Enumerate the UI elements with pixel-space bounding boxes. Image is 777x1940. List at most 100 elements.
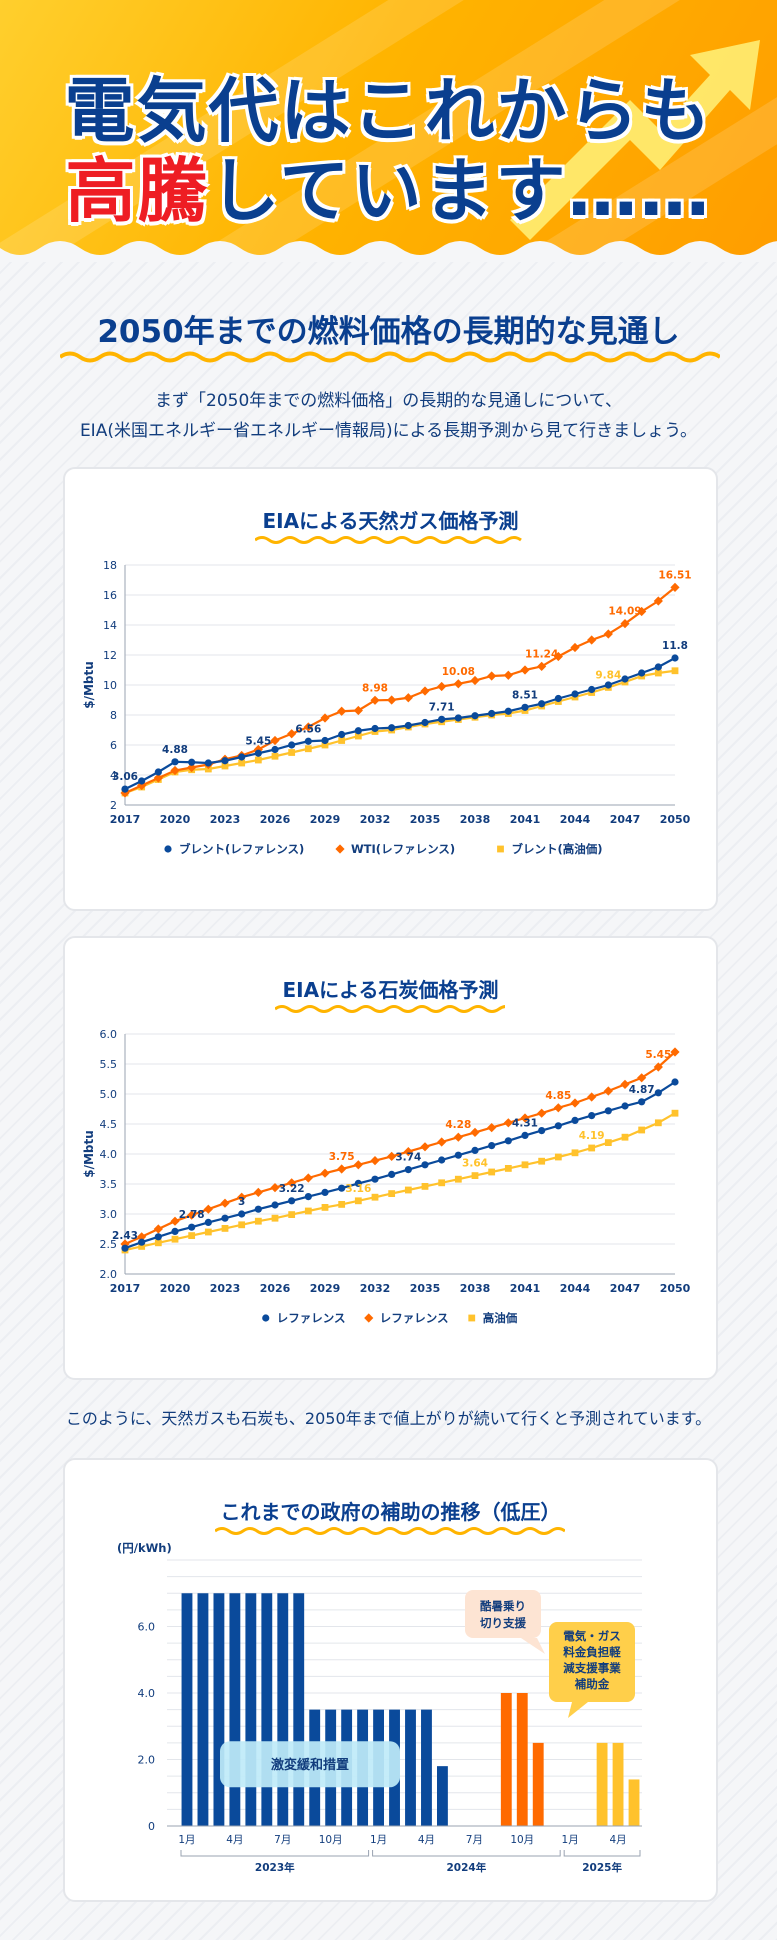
coal-ytick: 3.5 [100,1178,118,1191]
gas-point [554,694,562,703]
gas-point [421,718,429,727]
sub-bar [437,1766,448,1826]
hero-banner: 電気代はこれからも 高騰しています…… [0,0,777,262]
gas-point [454,714,462,722]
gas-point [654,669,662,677]
gas-data-label: 4.88 [162,744,188,756]
gas-chart-card: EIAによる天然ガス価格予測 2 4 6 8 10 12 14 16 18 2017 2020 202… [63,467,718,911]
coal-point [570,1098,580,1108]
gas-point [221,762,229,770]
gas-ytick: 2 [110,799,117,812]
coal-point [371,1193,379,1201]
sub-month-label: 4月 [226,1834,243,1846]
gas-legend-label: ブレント(レファレンス) [179,842,304,856]
coal-point [671,1078,679,1086]
sub-month-label: 4月 [418,1834,435,1846]
coal-point [487,1123,497,1133]
sub-bar [532,1742,544,1826]
sub-month-label: 1月 [370,1834,387,1846]
coal-point [470,1127,480,1137]
gas-ytick: 8 [110,709,117,722]
gas-point [571,690,579,698]
coal-ytick: 2.0 [100,1268,118,1281]
gas-point [321,736,329,745]
coal-title-underline [275,1005,505,1013]
gas-point [520,665,530,675]
section-title: 2050年までの燃料価格の長期的な見通し [97,314,680,350]
coal-chart-title: EIAによる石炭価格予測 [282,978,499,1002]
coal-point [554,1153,562,1161]
coal-point [254,1217,262,1225]
hero-wave [0,241,777,262]
sub-month-label: 10月 [510,1834,534,1846]
gas-point [238,753,246,761]
gas-xtick: 2044 [560,813,591,826]
coal-point [604,1139,612,1146]
coal-point [538,1127,546,1135]
coal-point [288,1211,296,1218]
gas-point [638,669,646,677]
coal-point [504,1137,512,1145]
sub-bar [612,1742,624,1826]
coal-point [304,1193,312,1201]
gas-ylabel: $/Mbtu [82,661,96,709]
gas-point [121,785,129,793]
gas-point [320,713,330,723]
gas-point [271,745,279,754]
gas-point [437,681,447,692]
gas-ytick: 14 [103,619,117,632]
gas-point [553,651,563,662]
sub-callout-label: 電気・ガス [563,1629,621,1643]
sub-bar [197,1593,209,1826]
coal-data-label: 2.78 [179,1209,205,1221]
gas-xtick: 2047 [610,813,641,826]
coal-data-label: 4.87 [629,1084,655,1096]
gas-point [354,727,362,735]
coal-point [253,1187,263,1197]
coal-xtick: 2038 [460,1282,491,1295]
coal-ytick: 5.0 [100,1088,118,1101]
subsidy-bar-chart: (円/kWh) 0 2.0 4.0 6.0 1月 4月 7月 10月 1月 4月 7月 10月 1月 4月 2… [117,1541,642,1874]
coal-ytick: 4.5 [100,1118,118,1131]
coal-point [238,1210,246,1218]
hero-title-rest: しています…… [209,150,712,232]
gas-point [271,752,279,760]
gas-data-label: 11.24 [525,648,558,660]
gas-xtick: 2026 [260,813,291,826]
coal-point [503,1118,513,1128]
gas-point [238,759,246,767]
coal-point [488,1168,496,1176]
coal-legend-label: レファレンス [277,1311,346,1325]
coal-point [221,1214,229,1222]
coal-xtick: 2041 [510,1282,541,1295]
sub-bar [405,1709,416,1826]
gas-point [537,661,547,671]
sub-callout-label: 料金負担軽 [563,1645,621,1659]
coal-point [654,1089,662,1097]
gas-data-label: 7.71 [429,701,455,713]
gas-point [304,737,312,745]
gas-point [188,758,196,766]
coal-point [638,1098,646,1106]
gas-ytick: 18 [103,559,117,572]
coal-point [588,1144,596,1152]
sub-bar [596,1742,608,1826]
coal-point [220,1198,230,1208]
coal-point [338,1184,346,1192]
coal-point [171,1227,179,1235]
coal-point [553,1103,563,1113]
sub-callout-label: 補助金 [574,1677,610,1691]
hero-highlight: 高騰 [65,150,210,232]
coal-point [354,1179,362,1187]
gas-data-label: 3.06 [112,771,138,783]
gas-data-label: 16.51 [658,569,691,581]
title-underline-wave [60,351,720,363]
hero-title-line2: 高騰しています…… [0,135,777,236]
gas-point [254,756,262,764]
coal-point [204,1218,212,1226]
sub-ytick: 4.0 [138,1687,156,1700]
gas-line-2 [124,669,676,795]
coal-ytick: 3.0 [100,1208,118,1221]
gas-xtick: 2032 [360,813,391,826]
coal-point [203,1204,213,1214]
